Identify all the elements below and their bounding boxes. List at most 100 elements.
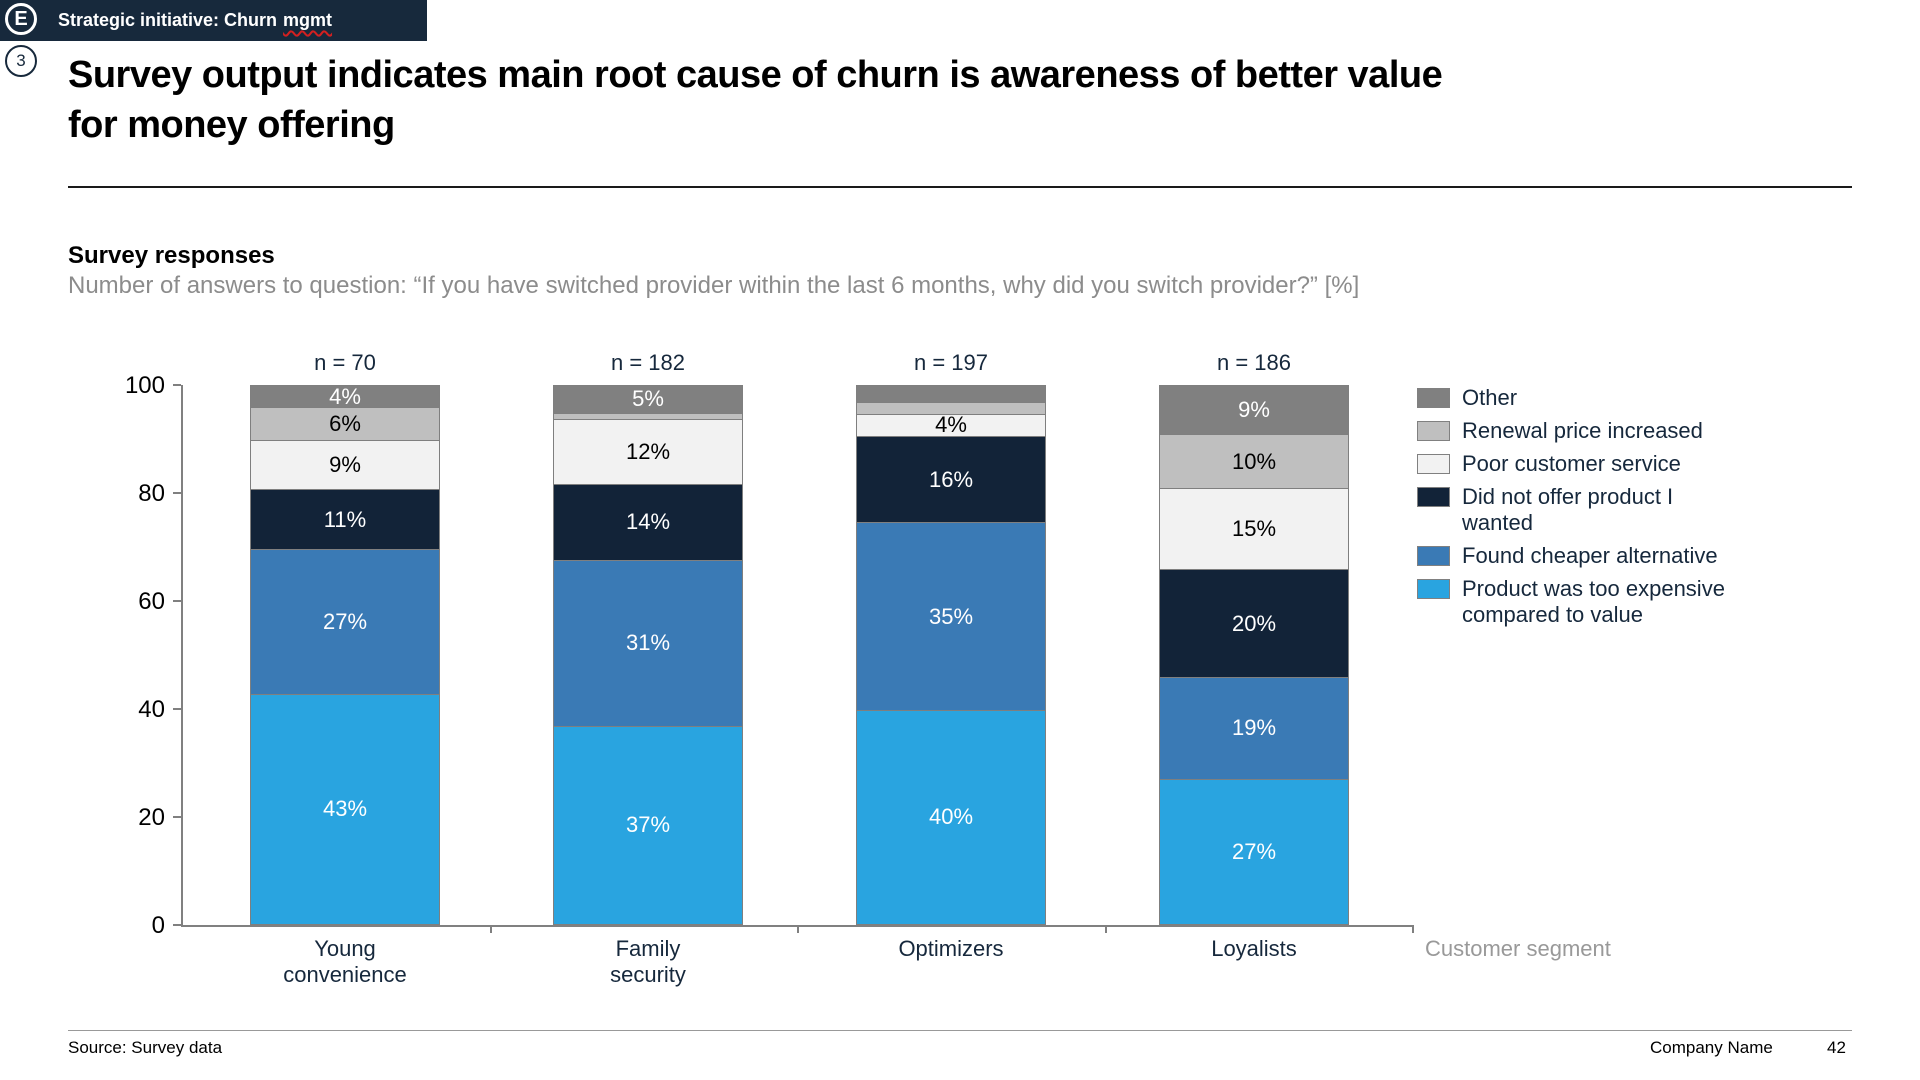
bar-segment: 43% <box>251 693 439 924</box>
y-tick <box>173 600 181 602</box>
category-label: Optimizers <box>841 936 1061 962</box>
bar-segment: 31% <box>554 559 742 726</box>
title-line-1: Survey output indicates main root cause … <box>68 54 1443 96</box>
bar-segment: 10% <box>1160 433 1348 489</box>
bar-segment: 40% <box>857 709 1045 924</box>
category-label-line: Young <box>314 936 376 961</box>
source-note: Source: Survey data <box>68 1038 223 1057</box>
y-tick-label: 80 <box>138 480 165 507</box>
category-divider-tick <box>489 925 492 933</box>
n-label: n = 70 <box>314 350 376 375</box>
segment-value-label: 27% <box>322 608 368 634</box>
category-divider-tick <box>1412 925 1414 933</box>
chart-subtitle: Number of answers to question: “If you h… <box>68 272 1360 299</box>
legend-swatch <box>1417 454 1450 474</box>
bar-segment: 5% <box>554 386 742 413</box>
bar-optimizers: 4% 16% 35% 40% <box>856 385 1046 925</box>
segment-value-label: 5% <box>632 386 664 412</box>
segment-value-label: 15% <box>1231 516 1277 542</box>
bar-segment: 9% <box>251 440 439 490</box>
bar-young-convenience: 4% 6% 9% 11% 27% 43% <box>250 385 440 925</box>
y-tick <box>173 708 181 710</box>
bar-segment: 16% <box>857 435 1045 523</box>
segment-value-label: 40% <box>928 804 974 830</box>
bar-segment: 19% <box>1160 676 1348 780</box>
n-label: n = 182 <box>610 350 685 375</box>
legend-label: Found cheaper alternative <box>1462 543 1718 568</box>
legend-label: Poor customer service <box>1462 451 1681 476</box>
segment-value-label: 9% <box>1238 396 1270 422</box>
x-axis-label: Customer segment <box>1425 936 1611 961</box>
n-label: n = 197 <box>913 350 988 375</box>
bar-family-security: 5% 12% 14% 31% 37% <box>553 385 743 925</box>
title-divider <box>68 186 1852 188</box>
bar-segment: 15% <box>1160 488 1348 570</box>
legend-label: Did not offer product I wanted <box>1462 484 1674 535</box>
legend-item: Found cheaper alternative <box>1417 543 1857 569</box>
legend-item: Product was too expensive compared to va… <box>1417 576 1857 628</box>
bar-segment: 20% <box>1160 569 1348 677</box>
company-name: Company Name <box>1650 1038 1773 1057</box>
bar-segment: 4% <box>251 383 439 409</box>
segment-value-label: 9% <box>329 452 361 478</box>
legend-swatch <box>1417 487 1450 507</box>
segment-value-label: 31% <box>625 630 671 656</box>
segment-value-label: 14% <box>625 509 671 535</box>
bar-segment: 12% <box>554 418 742 484</box>
segment-value-label: 27% <box>1231 839 1277 865</box>
chart-title: Survey responses <box>68 242 275 269</box>
bar-segment <box>857 386 1045 402</box>
category-label: Family security <box>538 936 758 988</box>
y-tick-label: 0 <box>151 912 165 939</box>
segment-value-label: 12% <box>625 438 671 464</box>
bar-segment: 4% <box>857 412 1045 438</box>
category-label-line: Family <box>615 936 681 961</box>
y-tick <box>173 492 181 494</box>
category-label-line: Optimizers <box>898 936 1004 961</box>
bar-segment: 27% <box>251 548 439 694</box>
segment-value-label: 43% <box>322 796 368 822</box>
category-label: Young convenience <box>235 936 455 988</box>
legend-item: Did not offer product I wanted <box>1417 484 1857 536</box>
page-number: 42 <box>1827 1038 1846 1057</box>
page-number-badge: 3 <box>5 45 37 77</box>
misspelled-word: mgmt <box>283 10 333 30</box>
category-label: Loyalists <box>1144 936 1364 962</box>
footer-divider <box>68 1030 1852 1031</box>
segment-value-label: 10% <box>1231 448 1277 474</box>
legend-swatch <box>1417 421 1450 441</box>
legend-swatch <box>1417 388 1450 408</box>
y-tick <box>173 384 181 386</box>
segment-value-label: 4% <box>935 412 967 438</box>
category-label-line: security <box>610 962 686 987</box>
bar-segment: 37% <box>554 725 742 924</box>
segment-value-label: 4% <box>329 383 361 409</box>
segment-value-label: 20% <box>1231 610 1277 636</box>
legend-item: Other <box>1417 385 1857 411</box>
chart-legend: Other Renewal price increased Poor custome… <box>1417 385 1857 635</box>
initiative-badge: E <box>5 3 37 35</box>
segment-value-label: 11% <box>323 506 367 532</box>
bar-segment: 11% <box>251 489 439 549</box>
y-tick-label: 40 <box>138 696 165 723</box>
banner-label: Strategic initiative: Churn mgmt <box>58 10 332 31</box>
title-line-2: for money offering <box>68 104 395 146</box>
y-tick-label: 60 <box>138 588 165 615</box>
legend-swatch <box>1417 546 1450 566</box>
category-divider-tick <box>1104 925 1107 933</box>
segment-value-label: 19% <box>1231 715 1277 741</box>
y-tick-label: 20 <box>138 804 165 831</box>
bar-segment: 14% <box>554 483 742 560</box>
category-label-line: convenience <box>283 962 407 987</box>
bar-segment: 27% <box>1160 779 1348 924</box>
bar-loyalists: 9% 10% 15% 20% 19% 27% <box>1159 385 1349 925</box>
y-tick <box>173 924 181 926</box>
page-title: Survey output indicates main root cause … <box>68 50 1443 150</box>
bar-segment: 6% <box>251 407 439 441</box>
banner-label-text: Strategic initiative: Churn <box>58 10 278 30</box>
segment-value-label: 6% <box>329 411 361 437</box>
legend-label: Renewal price increased <box>1462 418 1703 443</box>
segment-value-label: 16% <box>928 466 974 492</box>
